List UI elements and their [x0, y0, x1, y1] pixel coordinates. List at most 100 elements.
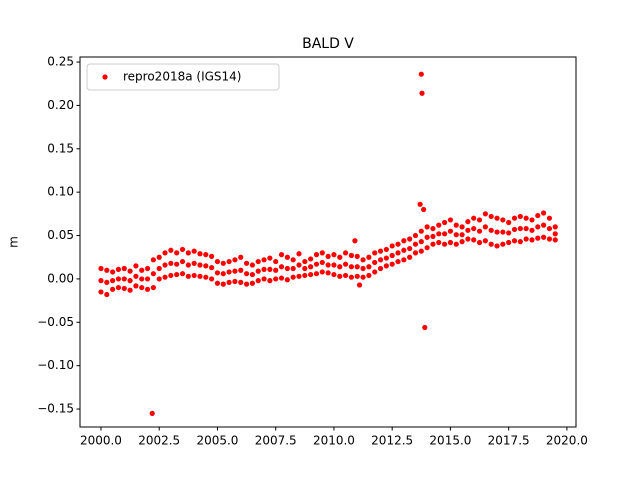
data-point — [383, 246, 389, 253]
data-point — [319, 269, 325, 275]
data-point — [517, 213, 523, 220]
data-point — [174, 271, 180, 278]
data-point — [267, 255, 273, 261]
data-point — [168, 260, 174, 266]
x-tick-label: 2000.0 — [80, 434, 122, 448]
data-point — [214, 280, 221, 286]
data-point — [243, 281, 250, 287]
data-point — [383, 263, 389, 269]
data-point — [436, 222, 442, 228]
data-point — [267, 278, 273, 284]
data-point — [459, 239, 465, 245]
data-point — [377, 265, 384, 272]
data-point — [156, 265, 162, 272]
data-point — [418, 248, 424, 254]
data-point — [144, 276, 151, 282]
data-point — [401, 238, 407, 244]
x-tick-label: 2005.0 — [196, 434, 238, 448]
data-point — [546, 225, 553, 232]
data-point — [273, 267, 279, 273]
data-point — [482, 238, 488, 244]
data-point — [115, 284, 122, 291]
data-point — [541, 222, 547, 228]
data-point — [220, 271, 226, 277]
data-point — [506, 239, 512, 246]
x-tick-label: 2007.5 — [255, 434, 297, 448]
data-point — [436, 239, 442, 246]
data-point — [139, 276, 145, 282]
data-point — [535, 212, 541, 219]
data-point — [209, 276, 215, 282]
data-point — [377, 248, 384, 254]
data-point — [149, 410, 155, 416]
x-tick-label: 2020.0 — [546, 434, 588, 448]
data-point — [529, 227, 535, 233]
data-point — [511, 215, 518, 221]
data-point — [354, 264, 360, 270]
data-point — [238, 279, 244, 285]
data-point — [191, 248, 197, 254]
y-tick-label: 0.00 — [47, 271, 74, 285]
data-point — [104, 291, 110, 298]
data-point — [98, 265, 104, 272]
data-point — [179, 271, 186, 277]
data-point — [342, 261, 349, 267]
data-point — [424, 224, 430, 230]
data-point — [115, 276, 122, 282]
data-point — [284, 277, 290, 283]
data-point — [529, 217, 535, 223]
data-point — [412, 250, 419, 256]
data-point — [348, 252, 355, 259]
data-point — [354, 273, 360, 279]
data-point — [133, 273, 139, 279]
data-point — [412, 232, 419, 239]
data-point — [447, 217, 454, 223]
data-point — [104, 279, 110, 285]
data-point — [552, 231, 558, 237]
data-point — [313, 252, 320, 258]
data-point — [197, 273, 203, 279]
y-tick-label: −0.10 — [37, 358, 74, 372]
data-point — [278, 252, 285, 258]
data-point — [430, 233, 436, 240]
data-point — [238, 267, 244, 273]
data-point — [418, 228, 424, 234]
data-point — [162, 262, 168, 268]
data-point — [412, 241, 419, 247]
data-point — [98, 278, 104, 284]
data-point — [395, 258, 401, 265]
data-point — [471, 215, 477, 221]
data-point — [127, 268, 133, 274]
data-point — [366, 264, 372, 270]
data-point — [401, 257, 407, 263]
data-point — [179, 258, 186, 265]
data-point — [220, 260, 226, 266]
data-point — [220, 281, 226, 287]
data-point — [506, 230, 512, 236]
x-tick-label: 2017.5 — [488, 434, 530, 448]
data-point — [342, 272, 349, 279]
data-point — [465, 227, 471, 233]
data-point — [494, 215, 500, 221]
data-point — [383, 255, 389, 261]
data-point — [255, 268, 261, 274]
data-point — [115, 266, 122, 272]
data-point — [407, 236, 413, 242]
data-point — [471, 237, 477, 243]
data-point — [226, 279, 232, 285]
data-point — [261, 276, 267, 282]
data-point — [366, 254, 372, 260]
data-point — [139, 267, 145, 273]
data-point — [430, 241, 436, 247]
data-point — [179, 246, 186, 253]
data-point — [354, 253, 360, 259]
data-point — [127, 278, 133, 284]
data-point — [453, 232, 459, 238]
data-point — [232, 278, 238, 285]
data-point — [372, 259, 378, 266]
data-point — [127, 287, 133, 293]
data-point — [500, 229, 506, 235]
plot-frame — [79, 56, 577, 428]
data-point — [447, 239, 454, 246]
data-point — [348, 264, 355, 270]
